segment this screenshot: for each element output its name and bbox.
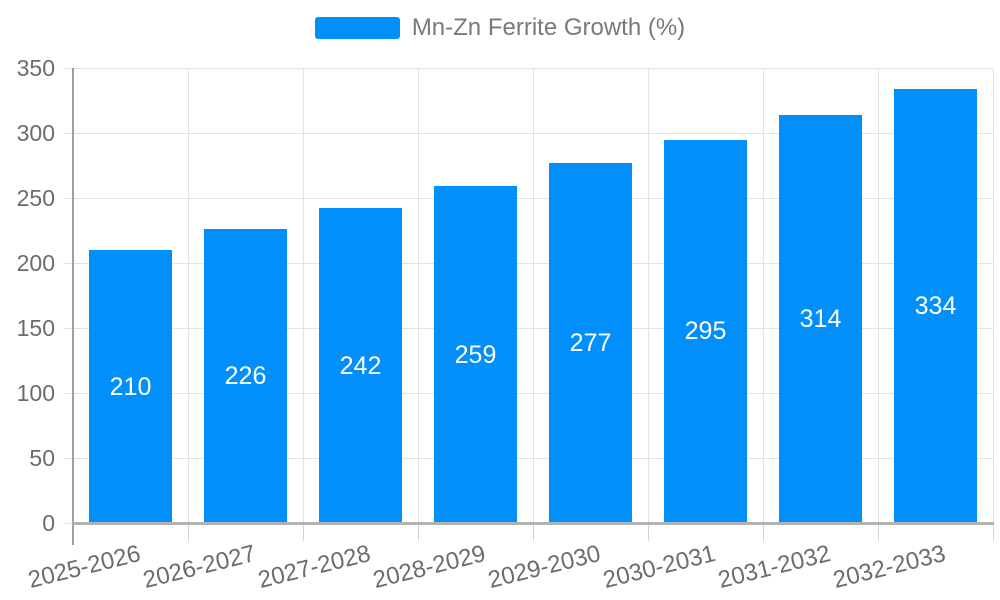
bar-value-label: 334 — [914, 291, 957, 320]
x-axis-label: 2031-2032 — [715, 540, 834, 594]
legend-item[interactable]: Mn-Zn Ferrite Growth (%) — [314, 14, 686, 42]
y-axis-label: 300 — [16, 120, 55, 146]
x-axis-label: 2029-2030 — [485, 540, 604, 594]
y-gridline — [63, 67, 993, 69]
bar[interactable]: 277 — [549, 162, 632, 523]
bar[interactable]: 210 — [89, 250, 172, 523]
y-axis-label: 350 — [16, 55, 55, 81]
x-axis-tick — [647, 523, 649, 541]
x-axis-tick — [417, 523, 419, 541]
bar[interactable]: 226 — [204, 229, 287, 523]
x-gridline — [992, 68, 994, 523]
legend-label: Mn-Zn Ferrite Growth (%) — [411, 14, 686, 41]
x-axis-label: 2028-2029 — [370, 540, 489, 594]
x-gridline — [532, 68, 534, 523]
x-axis-label: 2027-2028 — [255, 540, 374, 594]
bar-value-label: 295 — [684, 317, 727, 346]
legend: Mn-Zn Ferrite Growth (%) — [0, 14, 1000, 42]
x-gridline — [302, 68, 304, 523]
x-axis-tick — [532, 523, 534, 541]
y-axis-label: 100 — [16, 380, 55, 406]
y-axis-label: 50 — [29, 445, 55, 471]
y-axis-label: 250 — [16, 185, 55, 211]
bar[interactable]: 259 — [434, 186, 517, 523]
y-axis-label: 200 — [16, 250, 55, 276]
y-axis-label: 150 — [16, 315, 55, 341]
y-gridline — [63, 262, 993, 264]
x-axis-label: 2030-2031 — [600, 540, 719, 594]
bar[interactable]: 334 — [894, 88, 977, 523]
x-gridline — [187, 68, 189, 523]
x-axis-label: 2026-2027 — [140, 540, 259, 594]
x-gridline — [762, 68, 764, 523]
bar[interactable]: 295 — [664, 139, 747, 523]
y-gridline — [63, 457, 993, 459]
x-axis-tick — [992, 523, 994, 541]
y-gridline — [63, 132, 993, 134]
x-gridline — [417, 68, 419, 523]
bar[interactable]: 314 — [779, 114, 862, 523]
x-axis-tick — [187, 523, 189, 541]
x-gridline — [877, 68, 879, 523]
y-gridline — [63, 197, 993, 199]
bar-value-label: 210 — [109, 372, 152, 401]
legend-swatch — [314, 17, 400, 39]
bar-value-label: 242 — [339, 351, 382, 380]
y-gridline — [63, 392, 993, 394]
bar-value-label: 277 — [569, 328, 612, 357]
x-axis-tick — [302, 523, 304, 541]
x-axis-line — [73, 522, 994, 525]
x-axis-tick — [877, 523, 879, 541]
bar-value-label: 259 — [454, 340, 497, 369]
x-axis-label: 2025-2026 — [25, 540, 144, 594]
bar-value-label: 314 — [799, 304, 842, 333]
bar[interactable]: 242 — [319, 208, 402, 523]
y-axis-line — [72, 68, 74, 545]
x-axis-label: 2032-2033 — [830, 540, 949, 594]
x-axis-tick — [762, 523, 764, 541]
x-gridline — [647, 68, 649, 523]
y-gridline — [63, 327, 993, 329]
y-axis-label: 0 — [42, 510, 55, 536]
bar-value-label: 226 — [224, 362, 267, 391]
